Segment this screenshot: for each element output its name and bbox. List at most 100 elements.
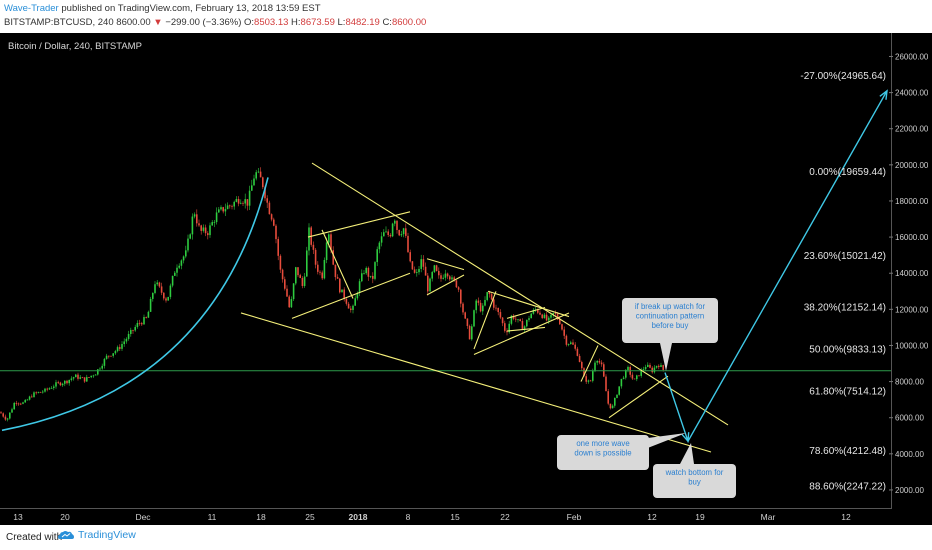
candle-body	[572, 342, 574, 345]
candle-body	[539, 312, 541, 315]
candle-body	[407, 235, 409, 253]
candle-body	[270, 214, 273, 220]
fib-level-label: 88.60%(2247.22)	[809, 481, 886, 492]
candle-body	[427, 275, 429, 292]
parabolic-support-curve	[1, 177, 269, 432]
projection-arrowhead	[879, 89, 888, 100]
candle-body	[653, 367, 656, 373]
candle-body	[149, 298, 152, 312]
candle-body	[550, 314, 552, 318]
callout-text-line: if break up watch for	[635, 302, 706, 311]
low-label: L:	[337, 17, 346, 28]
candle-body	[202, 227, 205, 231]
price-tick-label: 14000.00	[895, 269, 929, 278]
candle-body	[398, 229, 400, 236]
candle-body	[411, 261, 414, 270]
candle-body	[123, 341, 125, 345]
price-chart[interactable]: Bitcoin / Dollar, 240, BITSTAMP 8600.00 …	[0, 33, 932, 525]
candle-body	[482, 305, 484, 312]
candle-body	[552, 313, 554, 315]
candle-body	[328, 234, 330, 243]
fib-level-label: 38.20%(12152.14)	[804, 303, 886, 314]
tradingview-brand[interactable]: TradingView	[58, 529, 136, 541]
candle-body	[97, 369, 99, 375]
price-change: −299.00 (−3.36%)	[165, 17, 242, 28]
candle-body	[490, 294, 493, 300]
projection-group	[664, 89, 888, 443]
candle-body	[356, 292, 359, 299]
candle-body	[609, 403, 612, 409]
candle-body	[611, 405, 614, 409]
candle-body	[94, 374, 97, 376]
annotation-callout: one more wave down is possible	[557, 433, 686, 470]
candle-body	[275, 225, 277, 240]
candle-body	[92, 375, 95, 377]
candle-body	[369, 275, 372, 277]
chart-panel[interactable]: Bitcoin / Dollar, 240, BITSTAMP 8600.00 …	[0, 33, 932, 525]
candle-body	[176, 267, 178, 273]
candle-body	[391, 223, 394, 237]
callout-box	[557, 435, 649, 470]
candle-body	[167, 296, 169, 301]
time-tick-label: 20	[60, 512, 70, 522]
last-price: 8600.00	[116, 17, 151, 28]
candle-body	[70, 378, 73, 380]
candle-body	[160, 286, 163, 293]
candle-body	[372, 275, 374, 279]
candle-body	[532, 309, 535, 314]
price-tick-label: 2000.00	[895, 486, 924, 495]
trendline	[473, 312, 570, 355]
candle-body	[262, 177, 264, 188]
candle-body	[420, 259, 422, 269]
candle-body	[9, 412, 11, 419]
candle-body	[556, 313, 559, 320]
time-tick-label: 19	[695, 512, 705, 522]
candle-body	[88, 377, 90, 378]
candle-body	[330, 234, 332, 251]
published-text: published on TradingView.com, February 1…	[58, 3, 321, 14]
candle-body	[517, 319, 519, 321]
trendline	[580, 345, 599, 382]
time-tick-label: 15	[450, 512, 460, 522]
trendline	[506, 326, 546, 332]
candle-body	[561, 324, 563, 330]
candle-body	[83, 377, 86, 382]
candle-body	[240, 202, 242, 204]
candle-body	[345, 298, 348, 304]
candle-body	[565, 335, 568, 345]
candle-body	[15, 403, 18, 404]
candle-body	[130, 329, 132, 334]
down-arrow-icon: ▼	[153, 17, 163, 28]
candle-body	[143, 317, 145, 325]
candle-body	[90, 375, 92, 378]
candle-body	[475, 300, 477, 311]
candle-body	[42, 391, 44, 393]
candle-body	[471, 326, 473, 340]
candle-body	[435, 265, 438, 271]
candle-body	[154, 284, 156, 293]
candle-body	[273, 219, 275, 226]
fib-level-label: 78.60%(4212.48)	[809, 446, 886, 457]
candle-body	[466, 318, 469, 326]
author-link[interactable]: Wave-Trader	[4, 3, 59, 14]
candle-body	[321, 272, 323, 279]
candle-body	[473, 310, 475, 327]
candle-body	[147, 311, 150, 318]
candle-body	[317, 264, 319, 272]
candle-body	[35, 392, 37, 394]
candle-body	[158, 282, 161, 287]
candle-body	[61, 383, 64, 386]
candle-body	[171, 275, 174, 286]
candle-body	[383, 232, 385, 237]
candle-body	[484, 299, 486, 306]
candle-body	[218, 209, 220, 213]
candle-body	[75, 374, 77, 378]
candle-body	[347, 303, 350, 309]
candle-body	[132, 329, 134, 331]
candle-body	[413, 269, 416, 273]
candle-body	[26, 399, 29, 401]
candle-body	[323, 259, 326, 279]
candle-body	[145, 317, 147, 318]
candle-body	[455, 280, 458, 288]
candle-body	[453, 277, 455, 281]
